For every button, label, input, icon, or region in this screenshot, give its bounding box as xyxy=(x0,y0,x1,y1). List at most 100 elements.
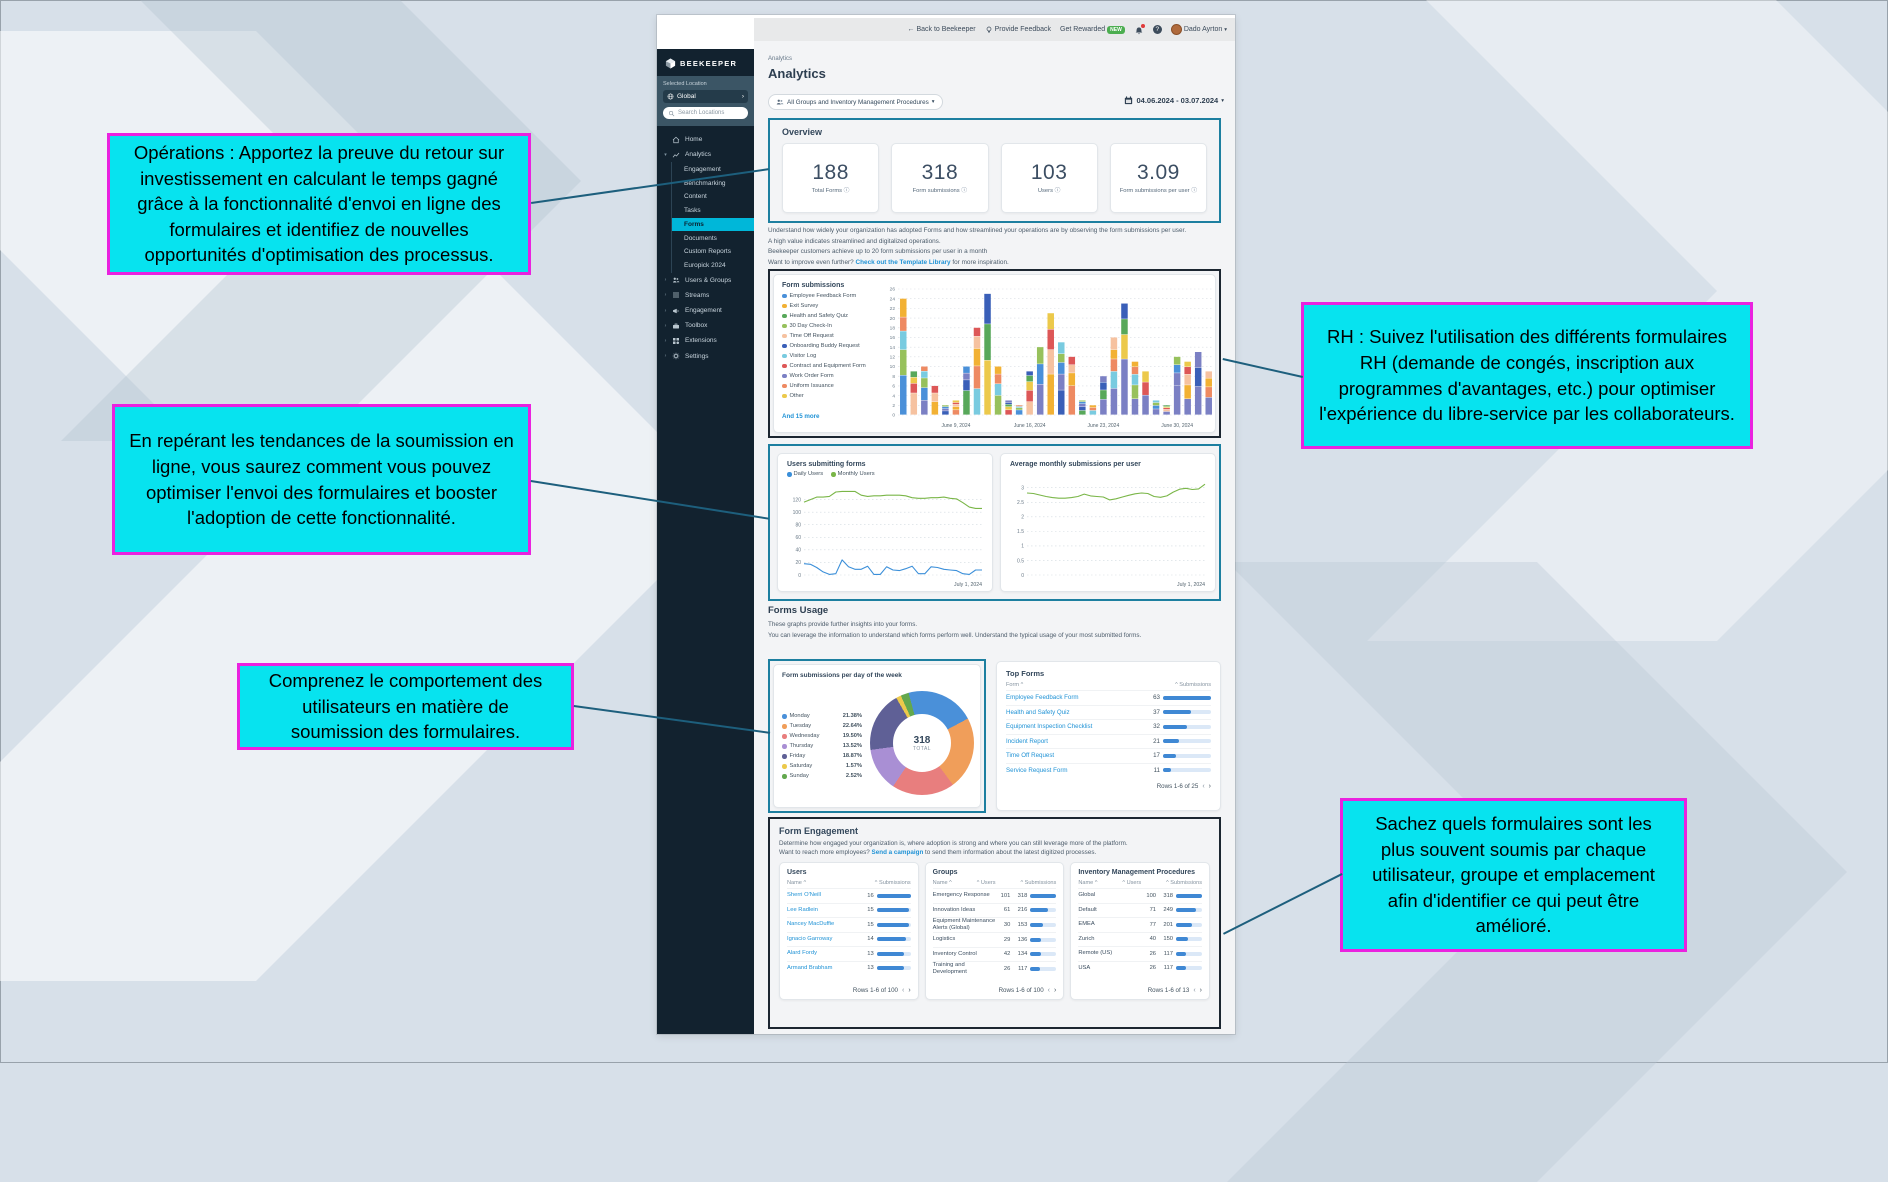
table-row-remote-us: Remote (US) 26 117 xyxy=(1078,946,1203,961)
submissions-value: 11 xyxy=(1153,766,1160,774)
table-row-service-request-form: Service Request Form 11 xyxy=(1006,762,1211,778)
next-page-button[interactable]: › xyxy=(1208,783,1211,790)
help-icon[interactable]: ? xyxy=(1152,25,1162,34)
sidebar-item-analytics[interactable]: ▾ Analytics xyxy=(657,147,754,162)
col-users[interactable]: ^ Users xyxy=(1122,880,1142,886)
col-submissions[interactable]: ^ Submissions xyxy=(1020,880,1057,886)
next-page-button[interactable]: › xyxy=(908,987,911,994)
form-link[interactable]: Equipment Inspection Checklist xyxy=(1006,723,1093,731)
info-icon[interactable]: ⓘ xyxy=(843,187,850,194)
prev-page-button[interactable]: ‹ xyxy=(1047,987,1050,994)
engagement-tables: Users Name ^ ^ Submissions Sherri O'Neill 16… xyxy=(779,862,1211,1000)
chevron-down-icon: ▾ xyxy=(1221,97,1224,104)
template-library-link[interactable]: Check out the Template Library xyxy=(855,258,951,266)
users-value: 61 xyxy=(1003,907,1011,914)
sidebar-item-home[interactable]: Home xyxy=(657,132,754,147)
info-icon[interactable]: ⓘ xyxy=(1054,187,1061,194)
date-range-picker[interactable]: 04.06.2024 - 03.07.2024 ▾ xyxy=(1124,96,1224,105)
info-icon[interactable]: ⓘ xyxy=(961,187,968,194)
col-name[interactable]: Name ^ xyxy=(1078,880,1098,886)
submissions-bar xyxy=(876,937,911,942)
and-more-link[interactable]: And 15 more xyxy=(782,413,820,420)
row-name[interactable]: Lee Radlein xyxy=(787,906,818,913)
sidebar-item-engagement[interactable]: › Engagement xyxy=(657,303,754,318)
svg-text:4: 4 xyxy=(892,393,895,399)
svg-text:40: 40 xyxy=(795,548,801,554)
chevron-right-icon: › xyxy=(664,277,667,284)
sidebar-item-tasks[interactable]: Tasks xyxy=(672,204,754,218)
col-name[interactable]: Name ^ xyxy=(787,880,807,886)
sidebar-item-label: Settings xyxy=(685,352,709,360)
sidebar-item-streams[interactable]: › Streams xyxy=(657,288,754,303)
prev-page-button[interactable]: ‹ xyxy=(1202,783,1205,790)
row-name: Logistics xyxy=(932,936,956,943)
col-name[interactable]: Name ^ xyxy=(932,880,952,886)
table-row-nancey-macduffie: Nancey MacDuffie 15 xyxy=(787,917,911,932)
search-locations-input[interactable]: Search Locations xyxy=(663,107,748,119)
home-icon xyxy=(672,136,681,144)
sidebar-item-custom-reports[interactable]: Custom Reports xyxy=(672,245,754,259)
legend-dot xyxy=(782,714,787,719)
svg-text:1: 1 xyxy=(1021,544,1024,550)
users-submitting-forms-card: Users submitting forms Daily Users Monthl… xyxy=(777,453,993,592)
groups-filter-chip[interactable]: All Groups and Inventory Management Proc… xyxy=(768,94,943,110)
form-link[interactable]: Employee Feedback Form xyxy=(1006,694,1079,702)
sidebar-item-benchmarking[interactable]: Benchmarking xyxy=(672,176,754,190)
form-link[interactable]: Incident Report xyxy=(1006,737,1048,745)
info-icon[interactable]: ⓘ xyxy=(1191,187,1198,194)
next-page-button[interactable]: › xyxy=(1054,987,1057,994)
get-rewarded-link[interactable]: Get Rewarded NEW xyxy=(1060,25,1125,34)
submissions-value: 63 xyxy=(1153,694,1160,702)
location-selector[interactable]: Global › xyxy=(663,90,748,103)
line-charts-section: Users submitting forms Daily Users Monthl… xyxy=(768,444,1221,601)
sidebar-item-forms[interactable]: Forms xyxy=(672,217,754,232)
submissions-bar xyxy=(1176,908,1203,913)
form-link[interactable]: Service Request Form xyxy=(1006,766,1068,774)
send-campaign-link[interactable]: Send a campaign xyxy=(871,849,924,856)
breadcrumb[interactable]: Analytics xyxy=(768,56,793,62)
submissions-bar xyxy=(1163,739,1211,744)
sidebar-item-content[interactable]: Content xyxy=(672,190,754,204)
submissions-value: 37 xyxy=(1153,708,1160,716)
user-menu[interactable]: Dado Ayrton ▾ xyxy=(1170,24,1227,35)
sidebar-item-users-groups[interactable]: › Users & Groups xyxy=(657,273,754,288)
avg-chart-title: Average monthly submissions per user xyxy=(1010,461,1141,468)
donut-legend-thursday: Thursday 13.52% xyxy=(782,743,862,750)
sidebar-item-europick-2024[interactable]: Europick 2024 xyxy=(672,259,754,273)
sidebar-item-engagement[interactable]: Engagement xyxy=(672,162,754,176)
col-submissions[interactable]: ^ Submissions xyxy=(1166,880,1203,886)
next-page-button[interactable]: › xyxy=(1199,987,1203,994)
row-name[interactable]: Alard Fordy xyxy=(787,950,817,957)
users-value: 100 xyxy=(1146,892,1157,899)
row-name[interactable]: Nancey MacDuffie xyxy=(787,921,835,928)
forms-usage-line2: You can leverage the information to unde… xyxy=(768,632,1142,639)
svg-text:2: 2 xyxy=(892,403,895,409)
prev-page-button[interactable]: ‹ xyxy=(901,987,905,994)
top-forms-col-form[interactable]: Form ^ xyxy=(1006,682,1024,688)
table-row-emergency-response: Emergency Response 101 318 xyxy=(932,888,1057,903)
col-users[interactable]: ^ Users xyxy=(976,880,996,886)
legend-item-uniform-issuance: Uniform Issuance xyxy=(782,383,886,390)
prev-page-button[interactable]: ‹ xyxy=(1193,987,1196,994)
col-submissions[interactable]: ^ Submissions xyxy=(874,880,911,886)
callout-behavior: Comprenez le comportement des utilisateu… xyxy=(237,663,574,750)
overview-description: Understand how widely your organization … xyxy=(768,227,1187,266)
legend-item-onboarding-buddy-request: Onboarding Buddy Request xyxy=(782,343,886,350)
legend-dot xyxy=(782,363,787,369)
sidebar-item-toolbox[interactable]: › Toolbox xyxy=(657,318,754,333)
notifications-bell-icon[interactable] xyxy=(1134,23,1145,35)
row-name[interactable]: Armand Brabham xyxy=(787,964,833,971)
sidebar-item-documents[interactable]: Documents xyxy=(672,231,754,245)
sidebar-item-extensions[interactable]: › Extensions xyxy=(657,333,754,348)
row-name: Default xyxy=(1078,906,1097,913)
row-name[interactable]: Sherri O'Neill xyxy=(787,892,821,899)
legend-item-employee-feedback-form: Employee Feedback Form xyxy=(782,293,886,300)
row-name[interactable]: Ignacio Garroway xyxy=(787,935,833,942)
back-to-beekeeper-link[interactable]: ← Back to Beekeeper xyxy=(907,26,976,33)
form-link[interactable]: Health and Safety Quiz xyxy=(1006,708,1070,716)
top-forms-col-submissions[interactable]: ^ Submissions xyxy=(1175,682,1211,688)
form-link[interactable]: Time Off Request xyxy=(1006,752,1055,760)
stat-label: Total Forms ⓘ xyxy=(811,187,850,194)
provide-feedback-link[interactable]: Provide Feedback xyxy=(985,26,1051,34)
sidebar-item-settings[interactable]: › Settings xyxy=(657,349,754,364)
